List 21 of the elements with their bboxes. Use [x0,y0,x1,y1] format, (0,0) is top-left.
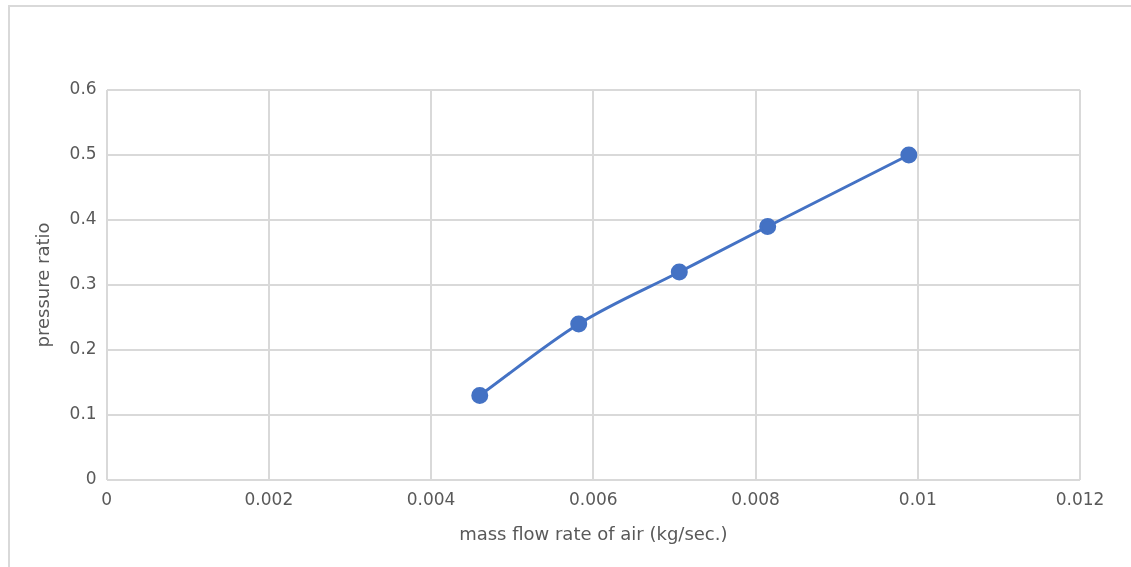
x-tick-label: 0.008 [731,488,780,509]
x-tick-label: 0.004 [406,488,456,509]
x-tick-label: 0.01 [898,488,937,509]
y-tick-label: 0.6 [69,78,97,99]
x-tick-label: 0.002 [244,488,294,509]
point [759,218,777,235]
y-tick-label: 0 [85,468,97,489]
y-tick-label: 0.3 [69,273,97,294]
x-tick-label: 0.012 [1055,488,1105,509]
x-axis-title: mass flow rate of air (kg/sec.) [459,522,728,544]
y-tick-label: 0.1 [69,403,97,424]
point [570,315,588,333]
point [471,387,489,404]
x-tick-label: 0.006 [568,488,618,509]
point [900,146,918,164]
y-tick-label: 0.2 [69,338,97,359]
y-tick-label: 0.4 [69,208,97,229]
x-tick-label: 0 [101,488,113,509]
point [670,263,688,281]
y-axis-title: pressure ratio [32,222,54,348]
y-tick-label: 0.5 [69,143,97,164]
